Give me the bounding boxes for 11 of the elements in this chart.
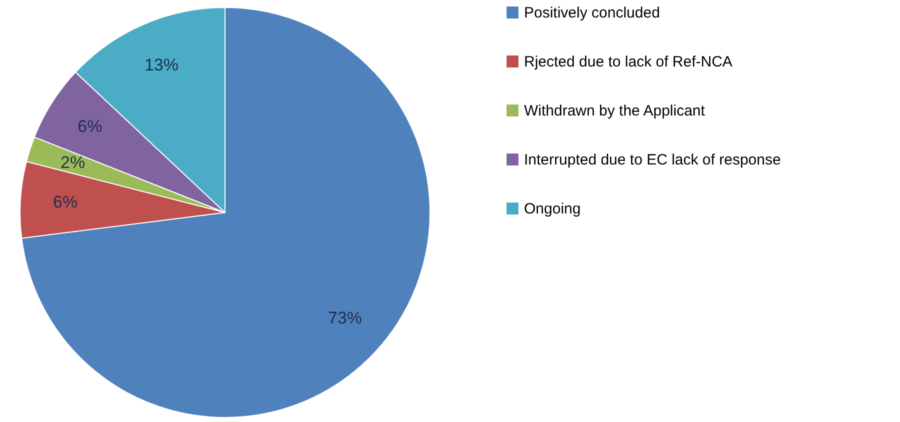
pie-slice — [21, 7, 430, 418]
legend-label: Withdrawn by the Applicant — [524, 102, 706, 120]
legend-label: Positively concluded — [524, 4, 660, 22]
data-label: 13% — [144, 56, 178, 75]
data-label: 6% — [53, 192, 78, 212]
legend-label: Interrupted due to EC lack of response — [524, 152, 781, 168]
data-label: 73% — [328, 308, 362, 328]
legend-label: Ongoing — [524, 200, 581, 218]
legend-label: Rjected due to lack of Ref-NCA — [524, 54, 732, 70]
data-label: 2% — [60, 153, 86, 172]
data-label: 6% — [78, 116, 102, 136]
